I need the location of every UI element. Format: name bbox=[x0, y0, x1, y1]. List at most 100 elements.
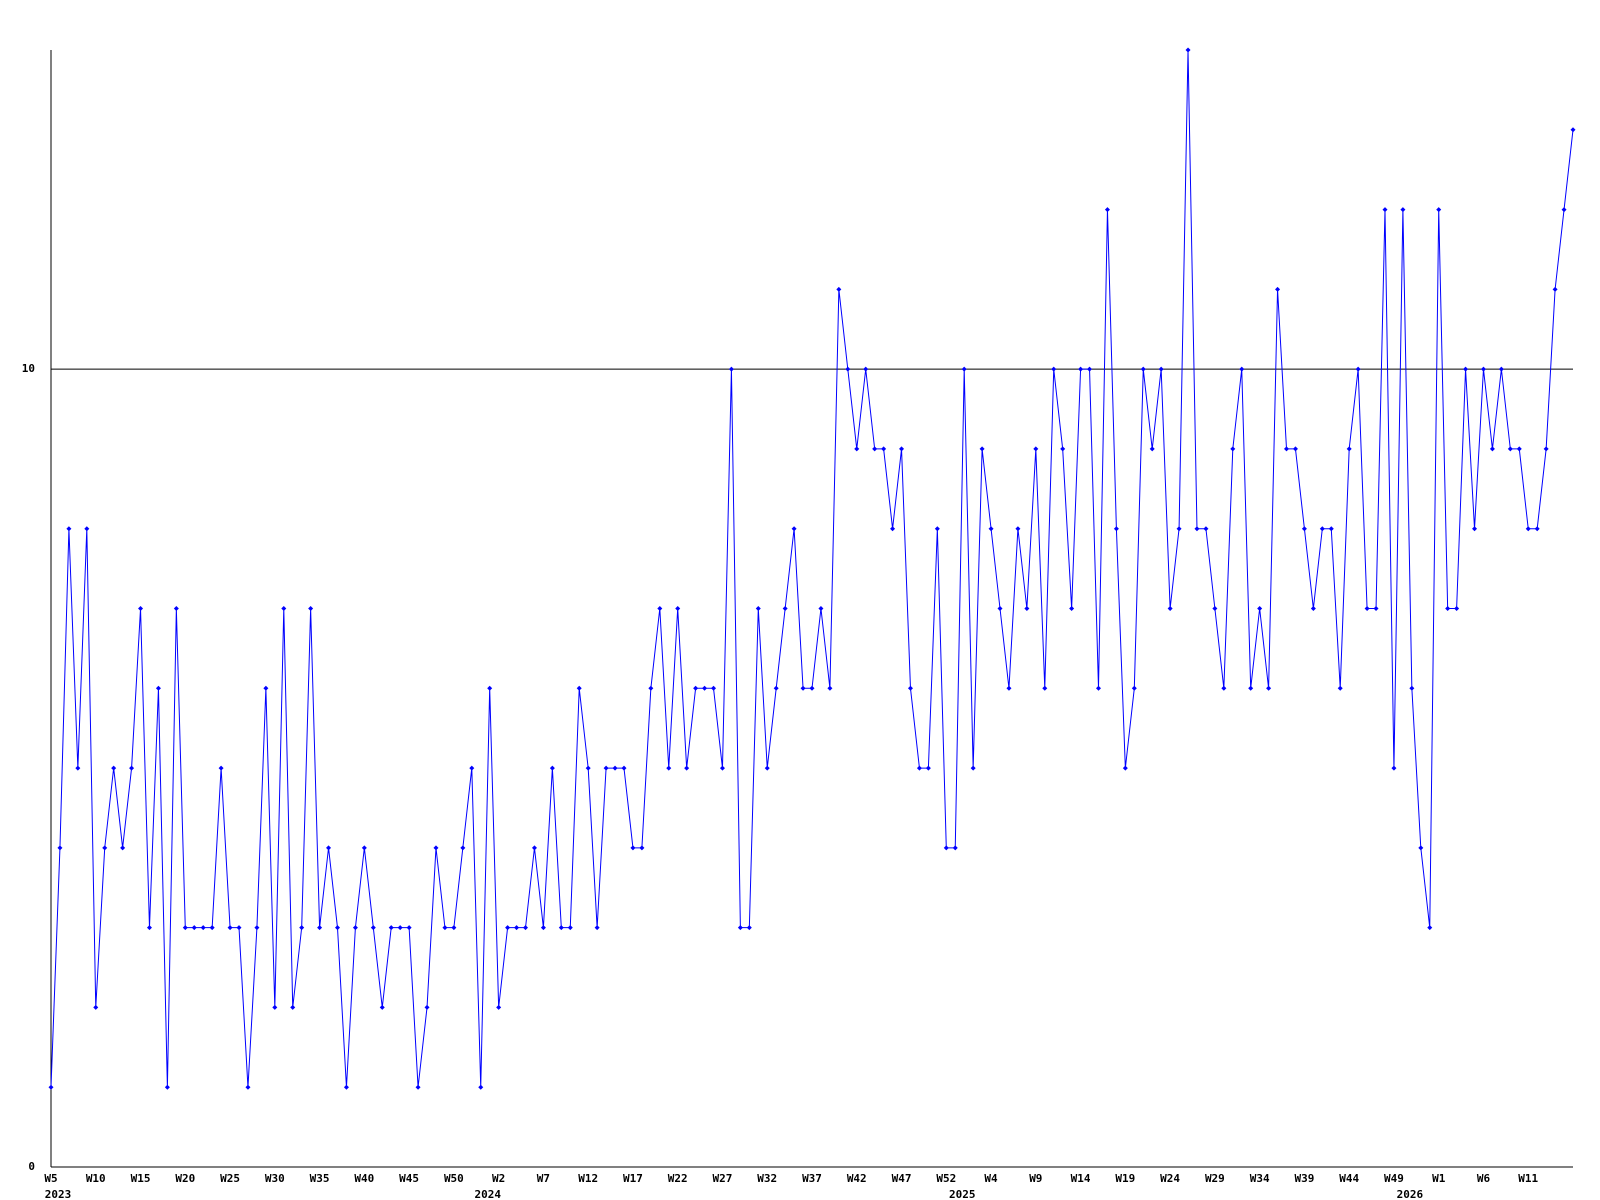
x-tick-label: W27 bbox=[713, 1172, 733, 1185]
point-marker bbox=[1113, 526, 1119, 532]
point-marker bbox=[1051, 366, 1057, 372]
point-marker bbox=[791, 526, 797, 532]
point-marker bbox=[1176, 526, 1182, 532]
point-marker bbox=[84, 526, 90, 532]
point-marker bbox=[1122, 765, 1128, 771]
point-marker bbox=[1275, 286, 1281, 292]
point-marker bbox=[120, 845, 126, 851]
point-marker bbox=[693, 685, 699, 691]
point-marker bbox=[505, 925, 511, 931]
point-marker bbox=[1364, 606, 1370, 611]
point-marker bbox=[872, 446, 878, 452]
point-marker bbox=[1078, 366, 1084, 372]
point-marker bbox=[1060, 446, 1066, 452]
x-tick-label: W22 bbox=[668, 1172, 688, 1185]
point-marker bbox=[1149, 446, 1155, 452]
point-marker bbox=[1310, 606, 1316, 611]
point-marker bbox=[1230, 446, 1236, 452]
x-tick-label: W14 bbox=[1071, 1172, 1091, 1185]
point-marker bbox=[1445, 606, 1451, 611]
point-marker bbox=[827, 685, 833, 691]
point-marker bbox=[1355, 366, 1361, 372]
point-marker bbox=[1409, 685, 1415, 691]
point-marker bbox=[1382, 207, 1388, 213]
x-tick-label: W19 bbox=[1115, 1172, 1135, 1185]
point-marker bbox=[370, 925, 376, 931]
point-marker bbox=[1516, 446, 1522, 452]
point-marker bbox=[657, 606, 663, 611]
point-marker bbox=[343, 1084, 349, 1090]
point-marker bbox=[1024, 606, 1030, 611]
point-marker bbox=[290, 1004, 296, 1010]
x-tick-label: W32 bbox=[757, 1172, 777, 1185]
x-tick-label: W11 bbox=[1518, 1172, 1538, 1185]
point-marker bbox=[934, 526, 940, 532]
x-tick-label: W30 bbox=[265, 1172, 285, 1185]
point-marker bbox=[361, 845, 367, 851]
x-tick-label: W42 bbox=[847, 1172, 867, 1185]
x-tick-label: W50 bbox=[444, 1172, 464, 1185]
x-tick-label: W39 bbox=[1294, 1172, 1314, 1185]
point-marker bbox=[979, 446, 985, 452]
point-marker bbox=[245, 1084, 251, 1090]
point-marker bbox=[138, 606, 144, 611]
point-marker bbox=[1543, 446, 1549, 452]
point-marker bbox=[1284, 446, 1290, 452]
point-marker bbox=[1185, 47, 1191, 53]
point-marker bbox=[1131, 685, 1137, 691]
point-marker bbox=[433, 845, 439, 851]
point-marker bbox=[1301, 526, 1307, 532]
x-tick-label: W52 bbox=[936, 1172, 956, 1185]
point-marker bbox=[988, 526, 994, 532]
point-marker bbox=[1167, 606, 1173, 611]
point-marker bbox=[1400, 207, 1406, 213]
point-marker bbox=[111, 765, 117, 771]
point-marker bbox=[818, 606, 824, 611]
x-tick-label: W47 bbox=[892, 1172, 912, 1185]
x-tick-label: W4 bbox=[984, 1172, 998, 1185]
point-marker bbox=[236, 925, 242, 931]
point-marker bbox=[531, 845, 537, 851]
point-marker bbox=[1489, 446, 1495, 452]
x-year-label: 2025 bbox=[949, 1188, 976, 1200]
point-marker bbox=[1480, 366, 1486, 372]
point-marker bbox=[1552, 286, 1558, 292]
point-marker bbox=[191, 925, 197, 931]
point-marker bbox=[675, 606, 681, 611]
point-marker bbox=[1033, 446, 1039, 452]
point-marker bbox=[800, 685, 806, 691]
point-marker bbox=[764, 765, 770, 771]
point-marker bbox=[1212, 606, 1218, 611]
point-marker bbox=[1042, 685, 1048, 691]
point-marker bbox=[1015, 526, 1021, 532]
point-marker bbox=[379, 1004, 385, 1010]
x-tick-label: W1 bbox=[1432, 1172, 1446, 1185]
x-tick-label: W10 bbox=[86, 1172, 106, 1185]
point-marker bbox=[907, 685, 913, 691]
x-tick-label: W25 bbox=[220, 1172, 240, 1185]
point-marker bbox=[1095, 685, 1101, 691]
point-marker bbox=[478, 1084, 484, 1090]
point-marker bbox=[782, 606, 788, 611]
x-tick-label: W35 bbox=[310, 1172, 330, 1185]
point-marker bbox=[639, 845, 645, 851]
point-marker bbox=[209, 925, 215, 931]
point-marker bbox=[1266, 685, 1272, 691]
point-marker bbox=[352, 925, 358, 931]
point-marker bbox=[746, 925, 752, 931]
point-marker bbox=[442, 925, 448, 931]
point-marker bbox=[469, 765, 475, 771]
point-marker bbox=[684, 765, 690, 771]
point-marker bbox=[1328, 526, 1334, 532]
x-tick-label: W17 bbox=[623, 1172, 643, 1185]
point-marker bbox=[558, 925, 564, 931]
point-marker bbox=[1373, 606, 1379, 611]
point-marker bbox=[711, 685, 717, 691]
x-tick-label: W34 bbox=[1250, 1172, 1270, 1185]
point-marker bbox=[487, 685, 493, 691]
point-marker bbox=[836, 286, 842, 292]
point-marker bbox=[460, 845, 466, 851]
x-tick-label: W49 bbox=[1384, 1172, 1404, 1185]
point-marker bbox=[728, 366, 734, 372]
